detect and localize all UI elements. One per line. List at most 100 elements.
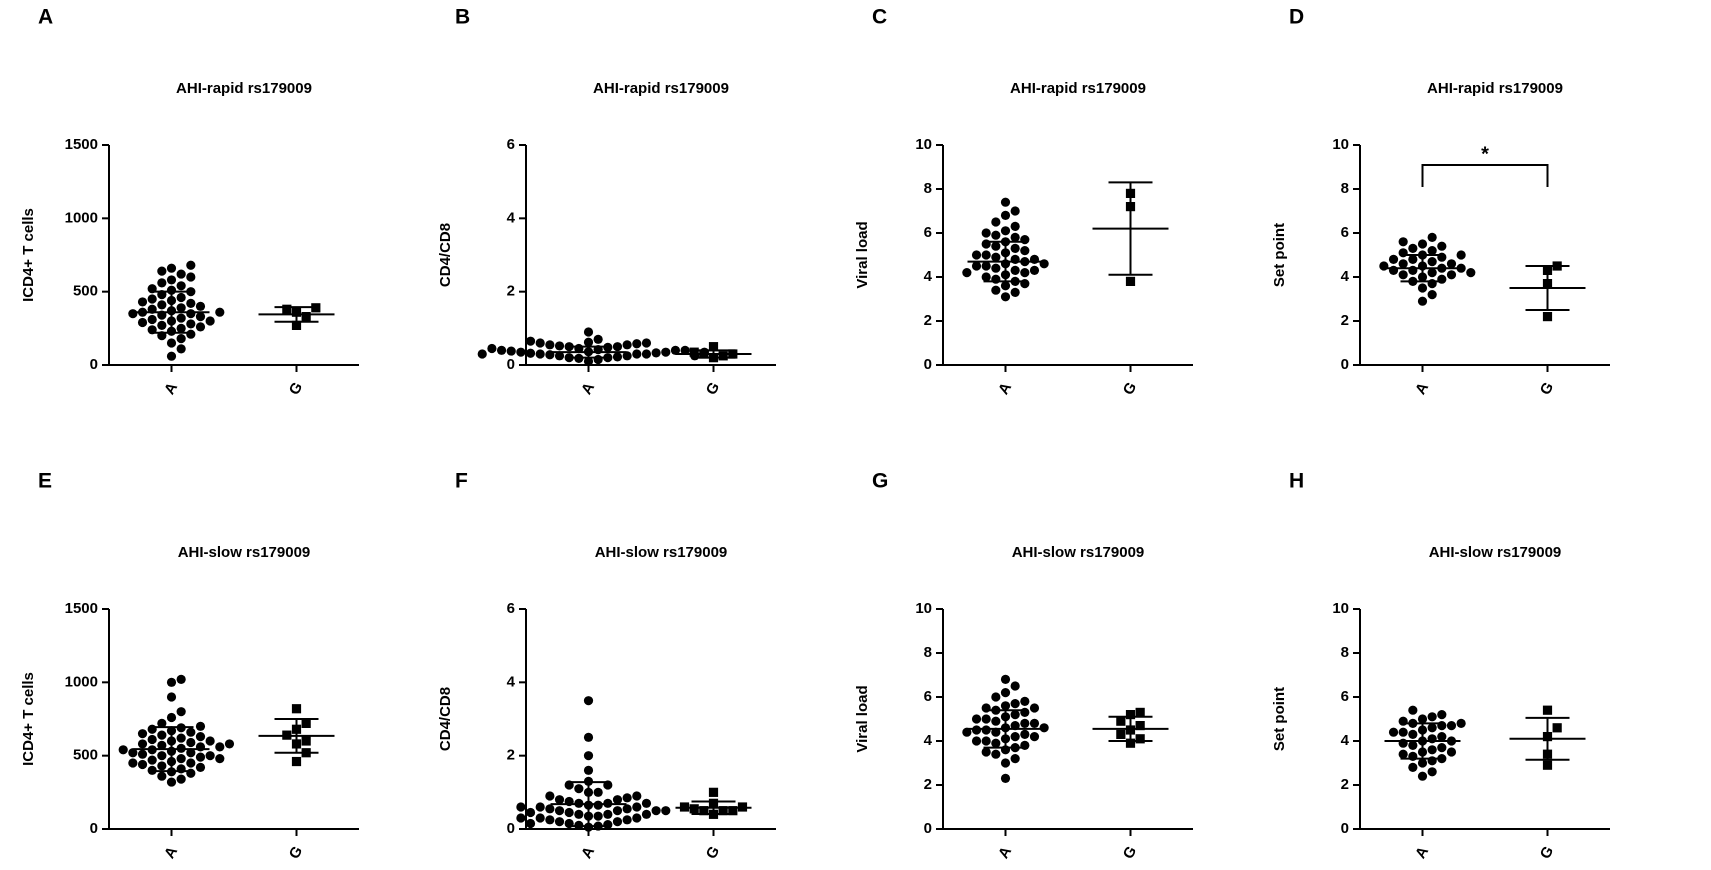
data-point	[574, 809, 584, 819]
data-point	[1010, 732, 1020, 742]
data-point	[583, 696, 594, 706]
data-point	[612, 795, 623, 805]
data-point	[1010, 754, 1020, 764]
data-point	[128, 309, 138, 319]
data-point	[224, 739, 235, 749]
data-point	[1427, 767, 1437, 777]
chart-title: AHI-rapid rs179009	[593, 80, 729, 97]
data-point	[1398, 237, 1408, 247]
data-point	[1408, 705, 1418, 715]
data-point	[1417, 296, 1428, 306]
data-point	[593, 811, 603, 821]
data-point	[1125, 738, 1136, 748]
data-point	[205, 751, 215, 761]
data-point	[661, 347, 671, 357]
data-point	[1020, 718, 1030, 729]
panel-label: B	[455, 6, 470, 29]
data-point	[176, 764, 186, 774]
chart-title: AHI-slow rs179009	[1012, 544, 1145, 561]
data-point	[186, 319, 196, 329]
data-point	[186, 329, 196, 339]
data-point	[1000, 688, 1011, 698]
data-point	[971, 725, 982, 735]
data-point	[1417, 283, 1428, 293]
data-point	[1552, 723, 1562, 733]
data-point	[651, 806, 661, 816]
y-tick-label: 1500	[65, 600, 98, 617]
data-point	[641, 809, 652, 819]
data-point	[166, 351, 177, 361]
y-tick-label: 4	[507, 673, 516, 690]
data-point	[176, 754, 186, 764]
chart-title: AHI-rapid rs179009	[1010, 80, 1146, 97]
data-point	[1379, 261, 1389, 271]
data-point	[1437, 710, 1447, 720]
data-point	[1020, 279, 1030, 289]
data-point	[301, 736, 311, 746]
data-point	[291, 320, 302, 330]
data-point	[1542, 705, 1553, 715]
y-tick-label: 10	[1332, 136, 1349, 153]
panel-label: E	[38, 470, 52, 493]
panel: A AHI-rapid rs179009 ICD4+ T cells 0 500 1000…	[20, 6, 359, 398]
data-point	[157, 761, 167, 771]
data-point	[166, 677, 177, 687]
data-point	[1020, 729, 1030, 740]
data-point	[971, 250, 982, 260]
data-point	[689, 347, 699, 357]
y-tick-label: 4	[924, 732, 933, 749]
data-point	[215, 754, 225, 764]
data-point	[1000, 674, 1011, 685]
data-point	[137, 749, 148, 759]
data-point	[1116, 716, 1126, 726]
data-point	[1039, 259, 1049, 269]
data-point	[137, 739, 148, 749]
y-tick-label: 2	[1341, 776, 1349, 793]
panel-label: C	[872, 6, 887, 29]
data-point	[477, 349, 487, 359]
data-point	[157, 751, 167, 761]
data-point	[622, 340, 632, 350]
data-point	[1408, 729, 1418, 740]
y-tick-label: 8	[924, 644, 932, 661]
data-point	[166, 263, 177, 273]
y-axis-label: CD4/CD8	[437, 223, 454, 287]
data-point	[176, 303, 186, 313]
data-point	[195, 312, 206, 322]
y-tick-label: 0	[90, 820, 98, 837]
data-point	[718, 351, 728, 361]
y-tick-label: 4	[924, 268, 933, 285]
data-point	[991, 241, 1001, 251]
data-point	[971, 714, 982, 724]
data-point	[981, 725, 991, 735]
data-point	[554, 341, 565, 351]
data-point	[583, 751, 594, 761]
y-tick-label: 10	[915, 600, 932, 617]
data-point	[186, 309, 196, 319]
panel: H AHI-slow rs179009 Set point 0 2 4 6 8 10 A G	[1271, 470, 1610, 862]
y-tick-label: 10	[915, 136, 932, 153]
data-point	[1446, 270, 1457, 280]
data-point	[195, 752, 206, 762]
data-point	[186, 758, 196, 768]
data-point	[176, 292, 186, 303]
data-point	[1029, 254, 1040, 264]
data-point	[205, 316, 215, 326]
y-tick-label: 2	[924, 312, 932, 329]
data-point	[708, 342, 719, 352]
data-point	[1020, 740, 1030, 751]
data-point	[301, 312, 311, 322]
data-point	[176, 281, 186, 291]
data-point	[1388, 254, 1399, 264]
data-point	[1456, 718, 1466, 729]
y-tick-label: 6	[1341, 688, 1349, 705]
y-tick-label: 0	[1341, 356, 1349, 373]
data-point	[689, 804, 699, 814]
data-point	[157, 718, 167, 729]
data-point	[1125, 276, 1136, 286]
data-point	[1408, 265, 1418, 275]
data-point	[554, 795, 565, 805]
data-point	[157, 740, 167, 751]
y-tick-label: 4	[1341, 732, 1350, 749]
data-point	[1125, 710, 1136, 720]
